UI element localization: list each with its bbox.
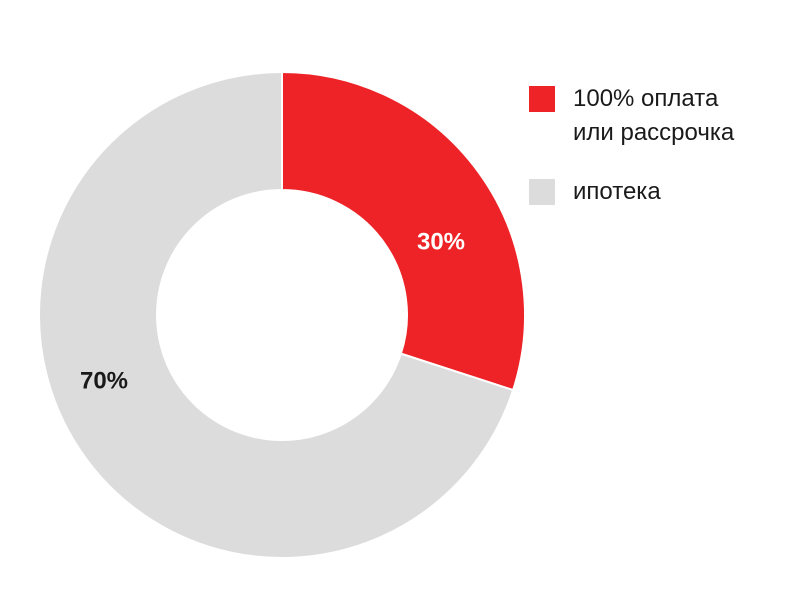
legend-swatch-mortgage: [529, 179, 555, 205]
legend: 100% оплата или рассрочка ипотека: [529, 82, 799, 209]
legend-swatch-payment: [529, 86, 555, 112]
legend-label-payment: 100% оплата или рассрочка: [573, 85, 735, 146]
legend-item-payment: 100% оплата или рассрочка: [529, 82, 799, 150]
slice-label-payment: 30%: [417, 228, 465, 255]
legend-label-mortgage: ипотека: [573, 178, 661, 205]
slice-label-mortgage: 70%: [80, 367, 128, 394]
slice-mortgage: [38, 70, 515, 559]
legend-item-mortgage: ипотека: [529, 175, 799, 209]
slice-payment: [281, 70, 526, 392]
